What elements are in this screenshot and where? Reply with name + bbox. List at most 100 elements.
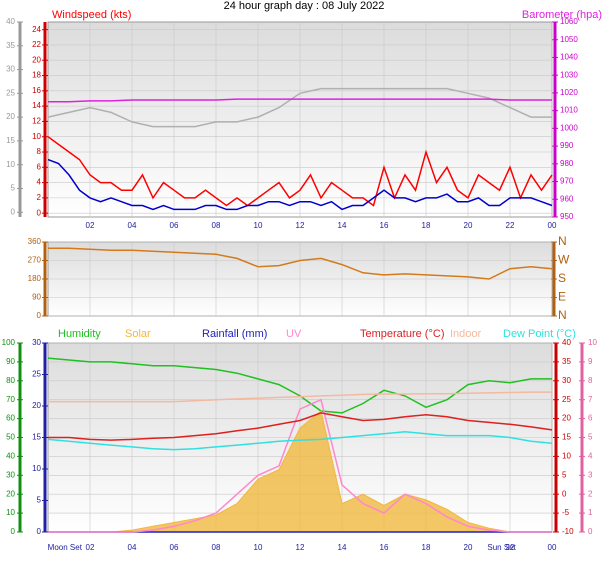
y-tick-label: 10 — [562, 452, 571, 461]
x-tick-label: 22 — [506, 221, 515, 230]
axis-line — [18, 22, 22, 217]
y-tick-label: 6 — [588, 414, 593, 423]
y-tick-label: 35 — [6, 41, 15, 50]
x-tick-label: 18 — [422, 221, 431, 230]
y-tick-label: 5 — [588, 433, 593, 442]
y-tick-label: S — [558, 271, 566, 285]
y-tick-label: 1050 — [560, 35, 578, 44]
y-tick-label: 0 — [37, 527, 42, 536]
y-tick-label: W — [558, 253, 570, 267]
x-tick-label: 20 — [464, 543, 473, 552]
x-tick-label: 00 — [548, 543, 557, 552]
y-tick-label: 1060 — [560, 17, 578, 26]
x-tick-label: 04 — [128, 221, 137, 230]
x-tick-label: 10 — [254, 543, 263, 552]
y-tick-label: 20 — [6, 112, 15, 121]
legend-entry: Humidity — [58, 328, 101, 340]
x-tick-label: 02 — [86, 543, 95, 552]
y-tick-label: 15 — [6, 136, 15, 145]
x-tick-label: 16 — [380, 543, 389, 552]
y-tick-label: 90 — [32, 293, 41, 302]
y-tick-label: 970 — [560, 177, 574, 186]
x-tick-label: 02 — [86, 221, 95, 230]
y-tick-label: 2 — [37, 193, 42, 202]
y-tick-label: 360 — [28, 237, 42, 246]
y-tick-label: 0 — [11, 207, 16, 216]
y-tick-label: 980 — [560, 159, 574, 168]
y-tick-label: 20 — [6, 489, 15, 498]
x-tick-label: 12 — [296, 221, 305, 230]
x-tick-label: 06 — [170, 221, 179, 230]
annotation: Sun Set — [487, 543, 516, 552]
legend-entry: Rainfall (mm) — [202, 328, 267, 340]
y-tick-label: 30 — [32, 338, 41, 347]
line — [47, 431, 553, 451]
x-tick-label: 14 — [338, 221, 347, 230]
line — [47, 357, 552, 414]
y-tick-label: 0 — [37, 311, 42, 320]
x-tick-label: 12 — [296, 543, 305, 552]
y-tick-label: 5 — [37, 496, 42, 505]
y-tick-label: 40 — [562, 338, 571, 347]
y-tick-label: 0 — [37, 208, 42, 217]
y-tick-label: 3 — [588, 470, 593, 479]
x-tick-label: 18 — [422, 543, 431, 552]
x-tick-label: 08 — [212, 543, 221, 552]
y-tick-label: 10 — [6, 160, 15, 169]
y-tick-label: 4 — [37, 178, 42, 187]
y-tick-label: 18 — [32, 71, 41, 80]
line — [47, 136, 553, 207]
y-tick-label: 50 — [6, 433, 15, 442]
y-tick-label: 60 — [6, 414, 15, 423]
x-tick-label: 16 — [380, 221, 389, 230]
area — [48, 410, 552, 533]
y-tick-label: 5 — [11, 184, 16, 193]
y-tick-label: 960 — [560, 194, 574, 203]
y-tick-label: 10 — [588, 338, 597, 347]
y-tick-label: 7 — [588, 395, 593, 404]
chart-title: 24 hour graph day : 08 July 2022 — [224, 0, 385, 12]
y-tick-label: 20 — [562, 414, 571, 423]
line — [48, 391, 552, 403]
y-tick-label: 14 — [32, 101, 41, 110]
y-tick-label: 1000 — [560, 123, 578, 132]
y-tick-label: 8 — [588, 376, 593, 385]
y-tick-label: 1 — [588, 508, 593, 517]
y-tick-label: 10 — [6, 508, 15, 517]
line — [48, 412, 553, 441]
y-tick-label: -10 — [562, 527, 574, 536]
y-tick-label: 1040 — [560, 53, 578, 62]
y-tick-label: 25 — [32, 370, 41, 379]
y-tick-label: 1010 — [560, 106, 578, 115]
x-tick-label: 08 — [212, 221, 221, 230]
y-tick-label: 950 — [560, 212, 574, 221]
y-tick-label: 30 — [562, 376, 571, 385]
y-tick-label: 16 — [32, 86, 41, 95]
y-tick-label: 12 — [32, 117, 41, 126]
y-tick-label: 22 — [32, 40, 41, 49]
y-tick-label: N — [558, 308, 567, 322]
annotation: Moon Set — [48, 543, 83, 552]
line — [47, 87, 552, 128]
y-tick-label: 100 — [2, 338, 16, 347]
y-tick-label: 180 — [28, 274, 42, 283]
y-tick-label: 4 — [588, 452, 593, 461]
y-tick-label: 40 — [6, 17, 15, 26]
x-tick-label: 20 — [464, 221, 473, 230]
x-tick-label: 06 — [170, 543, 179, 552]
y-tick-label: 0 — [11, 527, 16, 536]
x-tick-label: 22 — [506, 543, 515, 552]
y-tick-label: 20 — [32, 55, 41, 64]
y-tick-label: 5 — [562, 470, 567, 479]
y-tick-label: 25 — [562, 395, 571, 404]
y-tick-label: 8 — [37, 147, 42, 156]
y-tick-label: 80 — [6, 376, 15, 385]
y-tick-label: 10 — [32, 132, 41, 141]
y-tick-label: 1020 — [560, 88, 578, 97]
legend-entry: Barometer (hpa) — [522, 9, 602, 21]
y-tick-label: 15 — [562, 433, 571, 442]
y-tick-label: N — [558, 234, 567, 248]
y-tick-label: 90 — [6, 357, 15, 366]
legend-entry: Solar — [125, 328, 151, 340]
